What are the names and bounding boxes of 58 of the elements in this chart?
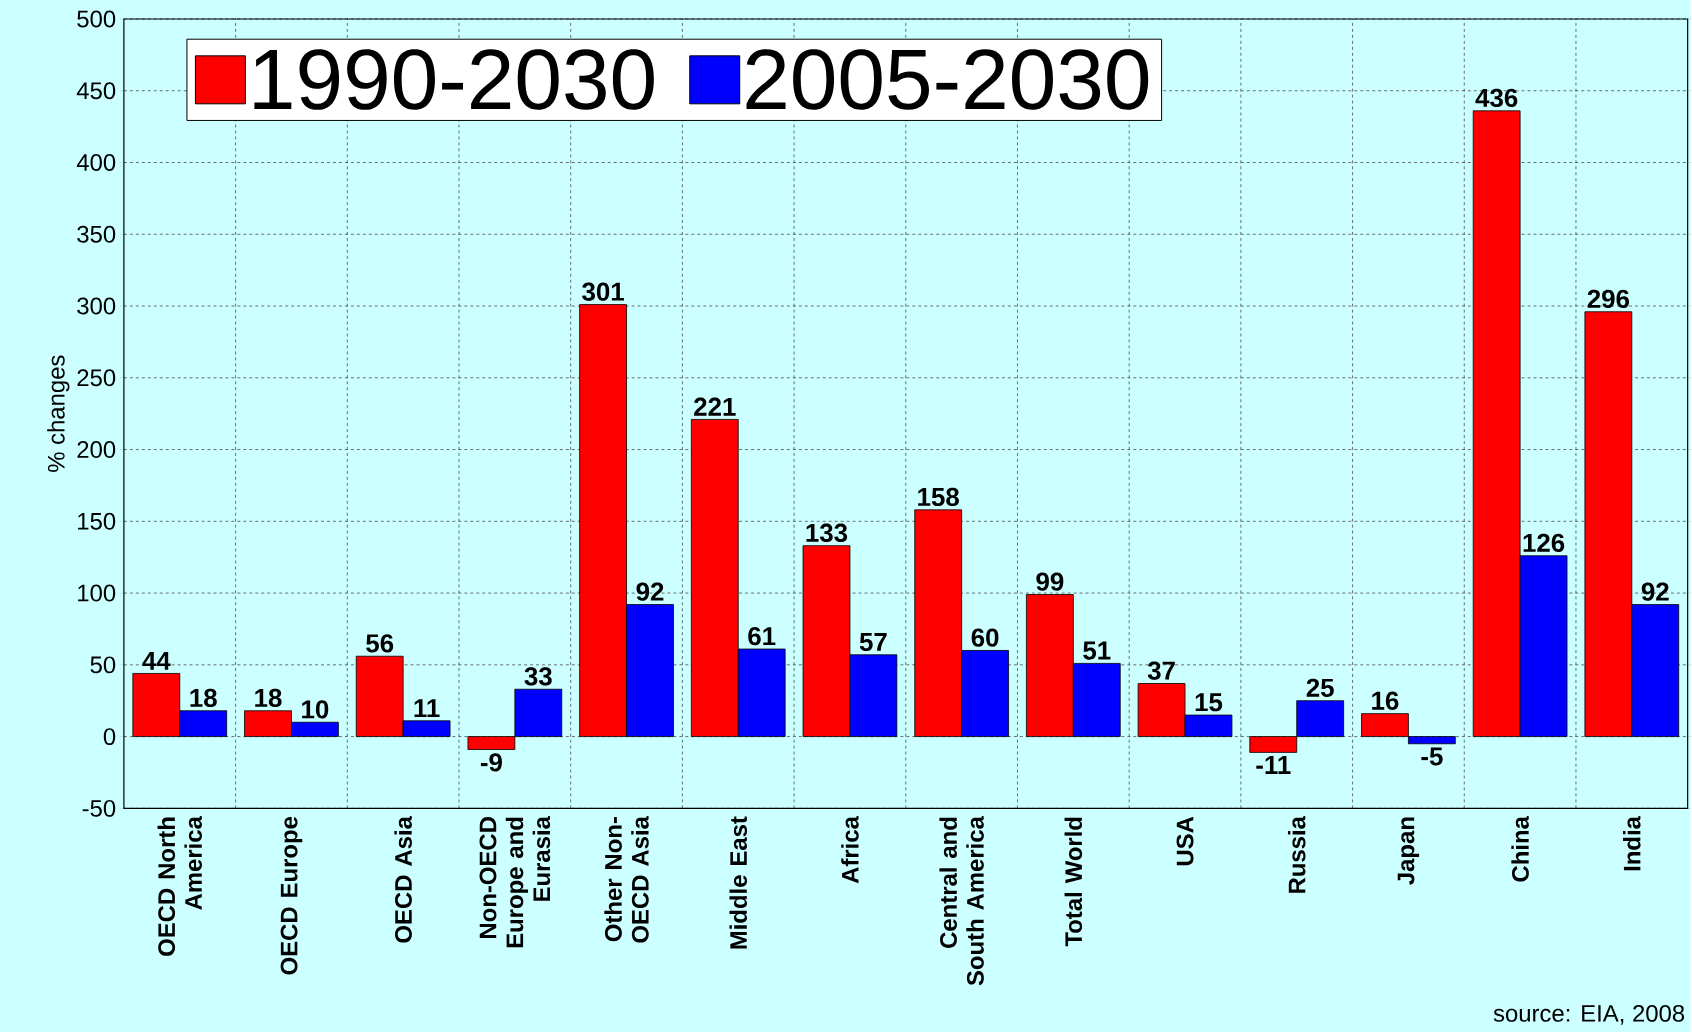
x-tick-label: India	[1623, 815, 1641, 871]
y-axis-title: % changes	[47, 355, 70, 472]
data-label: 436	[1475, 88, 1518, 108]
data-label: 18	[190, 688, 217, 707]
y-tick-label: 450	[76, 82, 116, 100]
data-label: 16	[1372, 691, 1399, 710]
y-tick-label: 150	[78, 512, 116, 530]
data-label: 51	[1083, 641, 1111, 660]
y-tick-label: 350	[77, 225, 116, 243]
y-tick-label: 500	[77, 10, 116, 28]
data-label: 61	[748, 626, 776, 646]
data-label: 10	[302, 700, 329, 719]
x-tick-label: Africa	[841, 815, 859, 884]
y-tick-label: 0	[103, 728, 116, 745]
y-tick-label: 300	[77, 297, 116, 315]
data-label: 133	[806, 523, 848, 542]
y-tick-label: 50	[90, 656, 116, 674]
y-tick-label: 250	[77, 369, 116, 387]
data-label: 158	[918, 487, 959, 507]
x-tick-label: Other Non-OECD Asia	[604, 815, 649, 943]
data-label: 60	[971, 628, 999, 647]
y-tick-label: 100	[78, 584, 116, 602]
data-label: 15	[1195, 693, 1223, 712]
x-tick-label: Total World	[1064, 817, 1083, 947]
data-label: 11	[414, 699, 440, 718]
data-label: 57	[859, 632, 887, 651]
source-note: source: EIA, 2008	[1493, 1004, 1685, 1025]
data-label: 92	[636, 582, 664, 601]
data-label: 99	[1036, 572, 1064, 591]
x-tick-label: Non-OECD Europe and Eurasia	[479, 815, 551, 948]
data-label: -5	[1421, 747, 1443, 766]
x-tick-label: OECD Asia	[394, 815, 412, 943]
x-tick-label: Central and South America	[939, 815, 984, 986]
data-label: 18	[255, 688, 282, 707]
x-tick-label: OECD Europe	[280, 816, 303, 975]
data-label: 25	[1306, 678, 1334, 697]
data-label: 221	[694, 397, 736, 416]
x-tick-label: China	[1511, 815, 1529, 882]
x-tick-label: Japan	[1397, 817, 1420, 885]
x-tick-label: Middle East	[729, 816, 748, 949]
x-tick-label: USA	[1176, 816, 1194, 866]
x-tick-label: OECD North America	[157, 815, 202, 956]
legend-label: 2005-2030	[746, 49, 1149, 110]
y-tick-label: -50	[82, 799, 116, 817]
data-label: 296	[1587, 289, 1629, 308]
data-label: -11	[1256, 756, 1291, 774]
data-label: 56	[366, 634, 394, 653]
data-label: 37	[1147, 661, 1175, 680]
x-tick-label: Russia	[1287, 815, 1306, 893]
data-label: 44	[142, 651, 171, 670]
legend-label: 1990-2030	[254, 49, 654, 110]
data-label: 301	[582, 282, 624, 301]
data-label: 126	[1523, 533, 1565, 552]
data-label: -9	[480, 753, 502, 772]
y-tick-label: 400	[76, 153, 116, 171]
y-tick-label: 200	[77, 441, 116, 458]
data-label: 33	[524, 667, 552, 686]
data-label: 92	[1641, 582, 1669, 601]
